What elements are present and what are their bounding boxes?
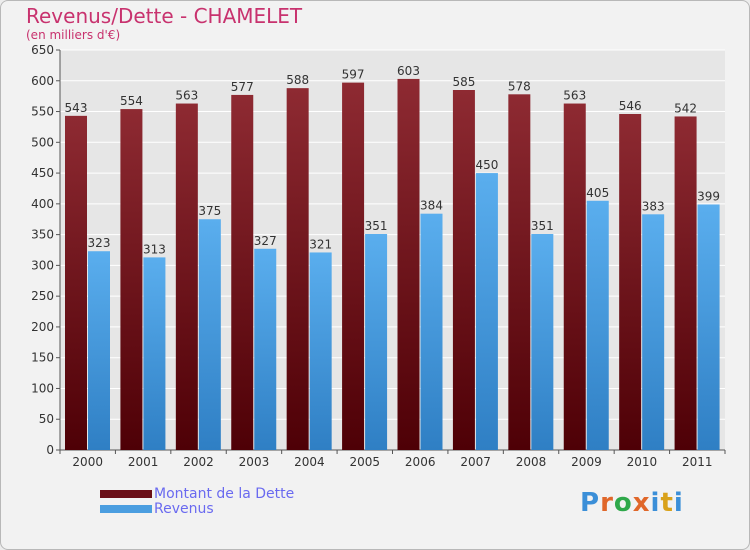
- bar-debt: [342, 82, 365, 450]
- bar-revenus: [697, 204, 720, 450]
- data-label-revenus: 327: [254, 234, 277, 248]
- data-label-revenus: 323: [88, 236, 111, 250]
- bar-debt: [397, 78, 420, 450]
- x-tick-label: 2008: [516, 455, 547, 469]
- legend-swatch-revenus: [100, 504, 152, 513]
- bar-revenus: [420, 213, 443, 450]
- bar-revenus: [586, 200, 609, 450]
- y-tick-label: 250: [31, 289, 54, 303]
- data-label-debt: 563: [563, 89, 586, 103]
- x-tick-label: 2007: [460, 455, 491, 469]
- data-label-revenus: 313: [143, 242, 166, 256]
- logo-letter: t: [660, 488, 674, 518]
- data-label-debt: 563: [175, 89, 198, 103]
- chart-subtitle: (en milliers d'€): [26, 28, 121, 42]
- logo-letter: i: [650, 488, 661, 518]
- bar-debt: [452, 90, 475, 450]
- data-label-debt: 578: [508, 79, 531, 93]
- data-label-revenus: 405: [586, 186, 609, 200]
- data-label-debt: 577: [231, 80, 254, 94]
- chart-title: Revenus/Dette - CHAMELET: [26, 4, 303, 28]
- x-tick-label: 2005: [350, 455, 381, 469]
- y-tick-label: 500: [31, 135, 54, 149]
- x-tick-label: 2011: [682, 455, 713, 469]
- data-label-revenus: 321: [309, 237, 332, 251]
- legend-label-revenus: Revenus: [154, 500, 214, 517]
- y-tick-label: 400: [31, 197, 54, 211]
- data-label-revenus: 399: [697, 189, 720, 203]
- proxiti-logo: Proxiti: [580, 488, 684, 518]
- x-tick-label: 2000: [72, 455, 103, 469]
- x-tick-label: 2001: [128, 455, 159, 469]
- y-tick-label: 0: [46, 443, 54, 457]
- bar-revenus: [475, 173, 498, 451]
- x-tick-label: 2002: [183, 455, 214, 469]
- y-tick-label: 550: [31, 105, 54, 119]
- data-label-revenus: 450: [475, 158, 498, 172]
- bar-debt: [286, 88, 309, 451]
- bar-debt: [508, 94, 531, 451]
- y-tick-label: 350: [31, 228, 54, 242]
- legend-item-revenus: Revenus: [100, 500, 294, 517]
- data-label-debt: 597: [342, 68, 365, 82]
- y-tick-label: 200: [31, 320, 54, 334]
- y-tick-label: 450: [31, 166, 54, 180]
- bar-revenus: [531, 234, 554, 450]
- data-label-debt: 546: [619, 99, 642, 113]
- data-label-revenus: 351: [365, 219, 388, 233]
- bar-debt: [120, 109, 143, 451]
- data-label-revenus: 383: [642, 199, 665, 213]
- data-label-debt: 554: [120, 94, 143, 108]
- legend-swatch-debt: [100, 489, 152, 498]
- bar-revenus: [143, 257, 166, 450]
- y-tick-label: 650: [31, 43, 54, 57]
- data-label-revenus: 384: [420, 199, 443, 213]
- data-label-debt: 603: [397, 64, 420, 78]
- bar-debt: [175, 103, 198, 451]
- logo-letter: r: [600, 488, 614, 518]
- y-tick-label: 600: [31, 74, 54, 88]
- bar-debt: [65, 115, 87, 450]
- x-tick-label: 2004: [294, 455, 325, 469]
- data-label-revenus: 375: [198, 204, 221, 218]
- x-tick-label: 2006: [405, 455, 436, 469]
- bar-debt: [563, 103, 586, 451]
- data-label-debt: 588: [286, 73, 309, 87]
- bar-revenus: [642, 214, 665, 450]
- data-label-debt: 585: [452, 75, 475, 89]
- logo-letter: o: [613, 488, 633, 518]
- plot-area: [60, 50, 725, 450]
- x-tick-label: 2003: [239, 455, 270, 469]
- legend-item-debt: Montant de la Dette: [100, 485, 295, 502]
- logo-letter: i: [673, 488, 684, 518]
- legend-label-debt: Montant de la Dette: [154, 485, 295, 502]
- bar-revenus: [198, 219, 221, 450]
- y-tick-label: 50: [39, 412, 54, 426]
- bar-revenus: [88, 251, 110, 450]
- y-tick-label: 300: [31, 258, 54, 272]
- logo-letter: x: [632, 488, 651, 518]
- bar-debt: [619, 114, 642, 450]
- x-tick-label: 2009: [571, 455, 602, 469]
- y-tick-label: 150: [31, 351, 54, 365]
- data-label-debt: 543: [65, 101, 88, 115]
- x-tick-label: 2010: [627, 455, 658, 469]
- data-label-revenus: 351: [531, 219, 554, 233]
- logo-letter: P: [580, 488, 601, 518]
- data-label-debt: 542: [674, 101, 697, 115]
- bar-debt: [231, 94, 254, 450]
- bar-debt: [674, 116, 697, 450]
- legend: Montant de la Dette Revenus: [100, 485, 295, 517]
- bar-revenus: [309, 252, 332, 450]
- y-tick-label: 100: [31, 381, 54, 395]
- bar-revenus: [365, 234, 388, 450]
- bar-revenus: [254, 248, 277, 450]
